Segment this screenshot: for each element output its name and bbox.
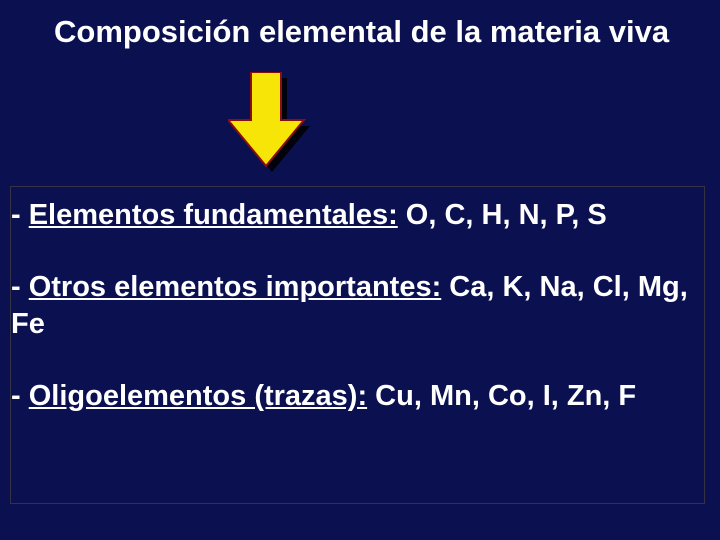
bullet-otros: - Otros elementos importantes: Ca, K, Na… [11,269,704,342]
content-box: - Elementos fundamentales: O, C, H, N, P… [10,186,705,504]
slide-title: Composición elemental de la materia viva [54,14,680,50]
bullet-values: O, C, H, N, P, S [398,199,607,231]
bullet-values: Cu, Mn, Co, I, Zn, F [367,380,636,412]
bullet-oligo: - Oligoelementos (trazas): Cu, Mn, Co, I… [11,378,704,414]
bullet-prefix: - [11,271,29,303]
slide: Composición elemental de la materia viva… [0,0,720,540]
bullet-fundamentales: - Elementos fundamentales: O, C, H, N, P… [11,197,704,233]
bullet-prefix: - [11,199,29,231]
bullet-prefix: - [11,380,29,412]
down-arrow-icon [228,72,322,176]
bullet-label: Oligoelementos (trazas): [29,380,367,412]
bullet-label: Otros elementos importantes: [29,271,442,303]
bullet-label: Elementos fundamentales: [29,199,398,231]
